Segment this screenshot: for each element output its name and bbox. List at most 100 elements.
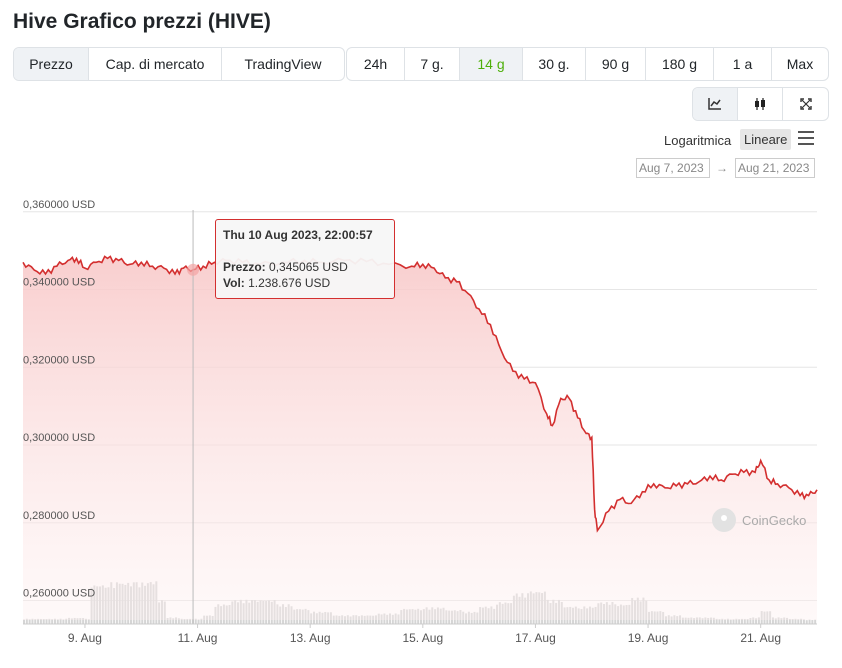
volume-bar	[197, 619, 200, 624]
volume-bar	[814, 619, 817, 624]
tab-prezzo[interactable]: Prezzo	[14, 48, 89, 80]
volume-bar	[811, 620, 814, 624]
volume-bar	[797, 619, 800, 624]
volume-bar	[746, 619, 749, 624]
line-chart-icon	[708, 98, 721, 110]
volume-bar	[82, 618, 85, 624]
volume-bar	[802, 619, 805, 624]
volume-bar	[45, 619, 48, 624]
volume-bar	[172, 618, 175, 624]
line-chart-button[interactable]	[693, 88, 738, 120]
volume-bar	[721, 618, 724, 624]
tab-tradingview[interactable]: TradingView	[244, 56, 322, 72]
volume-bar	[53, 618, 56, 624]
price-tooltip: Thu 10 Aug 2023, 22:00:57 Prezzo: 0,3450…	[215, 219, 395, 299]
volume-bar	[791, 619, 794, 624]
volume-bar	[670, 616, 673, 624]
volume-bar	[37, 618, 40, 624]
volume-bar	[39, 618, 42, 624]
expand-button[interactable]	[783, 88, 828, 120]
scale-logarithmic[interactable]: Logaritmica	[664, 133, 732, 148]
volume-bar	[710, 617, 713, 624]
range-30d[interactable]: 30 g.	[523, 48, 586, 80]
watermark-text: CoinGecko	[742, 512, 807, 528]
y-tick-label: 0,280000 USD	[23, 510, 95, 522]
volume-bar	[724, 619, 727, 624]
volume-bar	[169, 617, 172, 624]
volume-bar	[690, 617, 693, 624]
tab-market-cap[interactable]: Cap. di mercato	[89, 48, 222, 80]
volume-bar	[180, 618, 183, 624]
range-180d[interactable]: 180 g	[646, 48, 714, 80]
volume-bar	[194, 618, 197, 624]
volume-bar	[693, 618, 696, 624]
range-7d[interactable]: 7 g.	[405, 48, 460, 80]
volume-bar	[59, 618, 62, 624]
coingecko-logo-icon	[712, 508, 736, 532]
view-tabs: Prezzo Cap. di mercato TradingView	[13, 47, 345, 81]
volume-bar	[687, 617, 690, 624]
volume-bar	[681, 617, 684, 624]
volume-bar	[712, 617, 715, 624]
price-line	[22, 255, 818, 533]
x-tick-label: 9. Aug	[68, 631, 102, 645]
hamburger-menu-icon[interactable]	[798, 131, 814, 145]
range-14d[interactable]: 14 g	[460, 48, 523, 80]
date-from-input[interactable]: Aug 7, 2023	[636, 158, 710, 178]
volume-bar	[735, 618, 738, 624]
volume-bar	[175, 617, 178, 624]
volume-bar	[701, 618, 704, 624]
volume-bar	[718, 619, 721, 624]
price-chart[interactable]: 0,360000 USD 0,340000 USD 0,320000 USD 0,30…	[0, 190, 842, 655]
x-tick-label: 15. Aug	[402, 631, 443, 645]
volume-bar	[48, 618, 51, 624]
hover-point	[187, 263, 200, 276]
volume-bar	[84, 618, 87, 624]
scale-linear[interactable]: Lineare	[740, 129, 792, 150]
tooltip-vol-value: 1.238.676 USD	[248, 276, 331, 290]
volume-bar	[729, 619, 732, 624]
volume-bar	[684, 617, 687, 624]
volume-bar	[794, 618, 797, 624]
volume-bar	[695, 617, 698, 624]
price-area	[23, 256, 817, 620]
candlestick-icon	[755, 98, 765, 110]
volume-bar	[738, 619, 741, 624]
candlestick-button[interactable]	[738, 88, 783, 120]
volume-bar	[786, 617, 789, 624]
volume-bar	[68, 617, 71, 624]
volume-bar	[732, 619, 735, 624]
volume-bar	[774, 618, 777, 624]
date-to-input[interactable]: Aug 21, 2023	[735, 158, 815, 178]
range-1y[interactable]: 1 a	[714, 48, 772, 80]
volume-bar	[780, 618, 783, 624]
y-tick-label: 0,300000 USD	[23, 432, 95, 444]
volume-bar	[42, 619, 45, 624]
range-max[interactable]: Max	[786, 56, 814, 72]
tooltip-date: Thu 10 Aug 2023, 22:00:57	[223, 228, 373, 242]
volume-bar	[805, 620, 808, 624]
volume-bar	[23, 619, 25, 624]
y-tick-label: 0,340000 USD	[23, 277, 95, 289]
tooltip-price-value: 0,345065 USD	[269, 260, 348, 274]
volume-bar	[752, 617, 755, 624]
volume-bar	[726, 618, 729, 624]
tooltip-vol-label: Vol:	[223, 276, 245, 290]
volume-bar	[87, 619, 90, 624]
range-tabs: 24h 7 g. 14 g 30 g. 90 g 180 g 1 a Max	[346, 47, 829, 81]
volume-bar	[186, 618, 189, 624]
volume-bar	[343, 616, 346, 624]
range-24h[interactable]: 24h	[347, 48, 405, 80]
x-tick-label: 11. Aug	[178, 631, 218, 645]
volume-bar	[800, 618, 803, 624]
range-90d[interactable]: 90 g	[586, 48, 646, 80]
volume-bar	[34, 619, 37, 624]
volume-bar	[715, 618, 718, 624]
volume-bar	[76, 618, 79, 624]
volume-bar	[698, 617, 701, 624]
volume-bar	[788, 618, 791, 624]
x-tick-label: 17. Aug	[515, 631, 556, 645]
tooltip-price-label: Prezzo:	[223, 260, 266, 274]
date-range-arrow: →	[716, 161, 728, 175]
volume-bar	[358, 616, 361, 624]
